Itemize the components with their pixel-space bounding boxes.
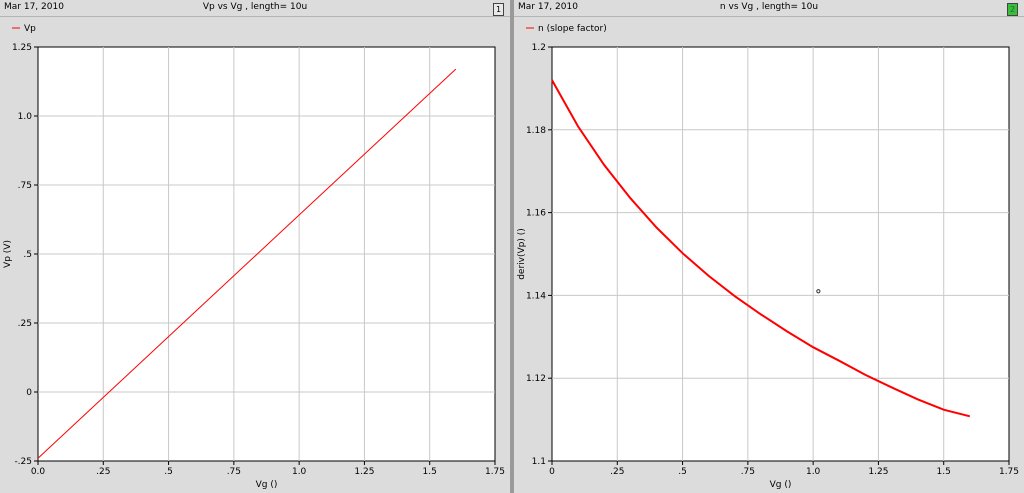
y-axis-label: deriv(Vp) () (517, 228, 527, 280)
vp-chart[interactable]: 0.0 .25 .5 .75 1.0 1.25 1.5 1.75 -.25 0 .25 .5 .75 1.… (0, 16, 510, 493)
plot-title: n vs Vg , length= 10u (719, 2, 819, 12)
plot-window-n: Mar 17, 2010 n vs Vg , length= 10u 2 0 .2… (514, 0, 1024, 493)
x-tick-label: 1.5 (937, 467, 951, 477)
plot-titlebar: Mar 17, 2010 Vp vs Vg , length= 10u 1 (0, 0, 510, 17)
y-tick-label: -.25 (14, 457, 32, 467)
y-tick-label: 1.25 (12, 43, 32, 53)
x-tick-label: 1.75 (999, 467, 1019, 477)
y-tick-label: .5 (23, 250, 32, 260)
panel-divider[interactable] (510, 0, 514, 493)
y-tick-label: 1.18 (526, 126, 546, 136)
x-tick-label: .5 (164, 467, 173, 477)
series-line (551, 79, 971, 418)
plot-area (551, 46, 1010, 462)
x-axis-label: Vg () (256, 480, 278, 490)
x-tick-label: 1.25 (354, 467, 374, 477)
y-tick-label: 0 (26, 388, 32, 398)
plot-title: Vp vs Vg , length= 10u (202, 2, 308, 12)
x-tick-label: 1.5 (423, 467, 437, 477)
y-tick-label: 1.0 (18, 112, 33, 122)
x-tick-label: .25 (96, 467, 110, 477)
x-tick-label: .75 (741, 467, 755, 477)
plot-date: Mar 17, 2010 (518, 2, 578, 12)
y-tick-label: 1.12 (526, 374, 546, 384)
x-tick-label: 1.75 (485, 467, 505, 477)
plot-titlebar: Mar 17, 2010 n vs Vg , length= 10u 2 (514, 0, 1024, 17)
slope-factor-chart[interactable]: 0 .25 .5 .75 1.0 1.25 1.5 1.75 1.1 1.12 1.14 1.16 1.… (514, 16, 1024, 493)
x-tick-label: 1.0 (292, 467, 307, 477)
legend-label: n (slope factor) (538, 24, 607, 34)
x-tick-label: 0.0 (31, 467, 46, 477)
y-tick-label: 1.14 (526, 291, 546, 301)
y-tick-label: .25 (18, 319, 32, 329)
y-tick-label: .75 (18, 181, 32, 191)
y-tick-label: 1.1 (532, 457, 546, 467)
x-tick-label: 1.0 (806, 467, 821, 477)
y-tick-label: 1.2 (532, 43, 546, 53)
window-number-button[interactable]: 1 (493, 3, 504, 16)
x-axis-label: Vg () (770, 480, 792, 490)
legend-label: Vp (24, 24, 36, 34)
x-tick-label: 0 (549, 467, 555, 477)
y-axis-label: Vp (V) (3, 240, 13, 268)
y-tick-label: 1.16 (526, 209, 546, 219)
x-tick-label: 1.25 (868, 467, 888, 477)
x-tick-label: .5 (678, 467, 687, 477)
plot-date: Mar 17, 2010 (4, 2, 64, 12)
x-tick-label: .75 (227, 467, 241, 477)
plot-window-vp: Mar 17, 2010 Vp vs Vg , length= 10u 1 0.… (0, 0, 510, 493)
marker-point (816, 289, 821, 294)
x-tick-label: .25 (610, 467, 624, 477)
series-line (37, 68, 457, 459)
window-number-button[interactable]: 2 (1007, 3, 1018, 16)
